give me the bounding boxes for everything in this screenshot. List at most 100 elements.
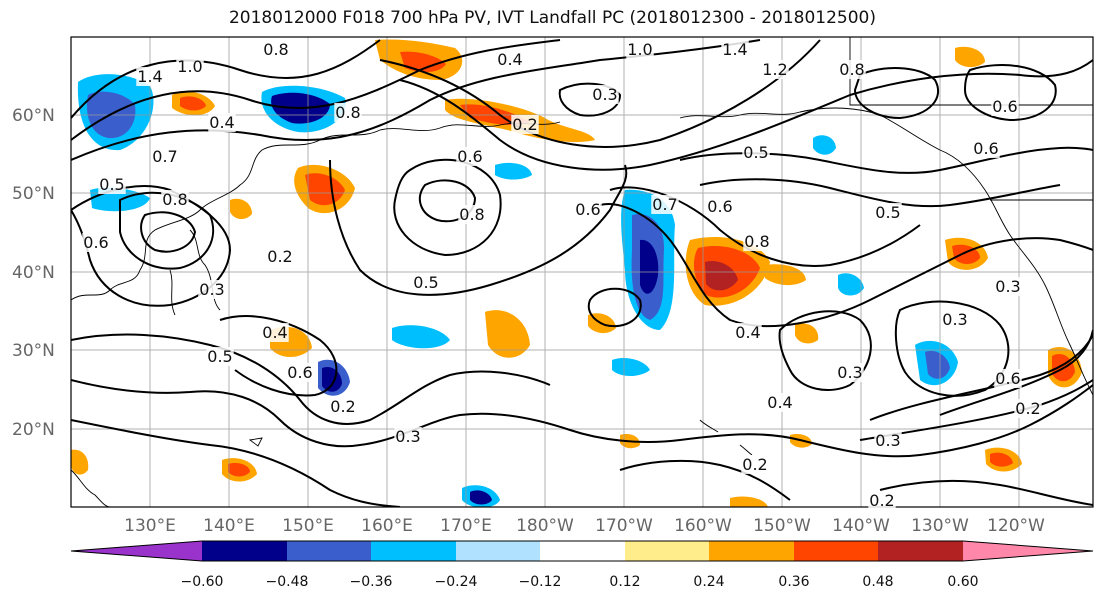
contour-label-halo	[511, 115, 539, 134]
contour-label: 0.2	[1015, 399, 1040, 418]
contour-label-halo	[261, 323, 289, 342]
colorbar-tick-label: −0.60	[181, 574, 224, 590]
latitude-label: 50°N	[12, 184, 55, 204]
contour-label-halo	[874, 431, 902, 450]
contour-label: 0.8	[335, 103, 360, 122]
contour-label: 0.8	[162, 190, 187, 209]
contour-label: 0.2	[869, 491, 894, 510]
contour-label: 0.6	[707, 197, 732, 216]
contour-label: 0.8	[744, 232, 769, 251]
contour-label: 0.5	[413, 273, 438, 292]
contour-label: 0.5	[743, 143, 768, 162]
longitude-label: 130°E	[124, 516, 176, 536]
contour-label: 0.3	[592, 85, 617, 104]
colorbar-extend-low	[71, 541, 202, 561]
contour-label: 1.4	[137, 67, 162, 86]
latitude-label: 20°N	[12, 420, 55, 440]
contour-label-halo	[161, 190, 189, 209]
contour-label-halo	[208, 113, 236, 132]
contour-label: 0.5	[207, 347, 232, 366]
contour-label-halo	[574, 200, 602, 219]
colorbar-tick-label: −0.36	[350, 574, 393, 590]
negative-anomaly-patch	[813, 135, 836, 155]
contour-label-halo	[458, 205, 486, 224]
longitude-label: 130°W	[911, 516, 969, 536]
contour-label: 0.3	[995, 277, 1020, 296]
contour-label-halo	[591, 85, 619, 104]
contour-label-halo	[874, 203, 902, 222]
contour-label: 0.6	[992, 97, 1017, 116]
longitude-label: 150°W	[753, 516, 811, 536]
contour-label-halo	[496, 50, 524, 69]
longitude-label: 140°W	[832, 516, 890, 536]
colorbar-tick-label: 0.36	[778, 574, 809, 590]
contour-label: 0.5	[875, 203, 900, 222]
negative-anomaly-patch	[392, 325, 450, 349]
contour-label-halo	[868, 491, 896, 510]
contour-label: 0.2	[742, 455, 767, 474]
contour-label: 0.3	[199, 280, 224, 299]
contour-label: 0.7	[152, 147, 177, 166]
negative-anomaly-patch	[470, 490, 492, 505]
positive-anomaly-patch	[765, 264, 806, 286]
contour-label: 0.4	[767, 393, 792, 412]
colorbar-segment	[794, 541, 878, 561]
colorbar-segment	[878, 541, 963, 561]
positive-anomaly-patch	[180, 96, 206, 111]
contour-label-halo	[761, 60, 789, 79]
latitude-label: 60°N	[12, 106, 55, 126]
longitude-label: 150°E	[282, 516, 334, 536]
contour-label-layer: 0.8 1.4 1.0 0.4 0.7 0.5 0.6 0.8 0.4 0.8 …	[82, 40, 1042, 510]
contour-label-halo	[136, 67, 164, 86]
positive-anomaly-patch	[990, 452, 1013, 467]
contour-label-halo	[994, 277, 1022, 296]
colorbar-segment	[202, 541, 287, 561]
latitude-label: 30°N	[12, 341, 55, 361]
contour-label-halo	[706, 197, 734, 216]
contour-label: 0.4	[735, 323, 760, 342]
contour-label: 1.4	[722, 40, 747, 59]
contour-label-halo	[626, 40, 654, 59]
contour-label: 0.7	[652, 195, 677, 214]
colorbar-extend-high	[963, 541, 1093, 561]
contour-label: 0.3	[942, 310, 967, 329]
positive-anomaly-patch	[230, 198, 252, 220]
contour-label-halo	[456, 147, 484, 166]
positive-anomaly-patch	[305, 173, 345, 206]
contour-label-halo	[836, 363, 864, 382]
negative-anomaly-patch	[612, 358, 650, 376]
positive-anomaly-patch	[228, 462, 250, 477]
contour-label-halo	[741, 455, 769, 474]
contour-label-halo	[176, 57, 204, 76]
colorbar: −0.60 −0.48 −0.36 −0.24 −0.12 0.12 0.24 …	[70, 540, 1094, 590]
contour-label-halo	[991, 97, 1019, 116]
contour-label: 0.6	[995, 369, 1020, 388]
contour-label-halo	[286, 363, 314, 382]
pv-contours	[71, 39, 1093, 507]
contour-label-halo	[412, 273, 440, 292]
positive-anomaly-patch	[705, 260, 738, 291]
colorbar-tick-label: 0.48	[862, 574, 893, 590]
latitude-label: 40°N	[12, 263, 55, 283]
longitude-label: 160°E	[361, 516, 413, 536]
contour-label-halo	[1014, 399, 1042, 418]
negative-anomaly-patch	[640, 239, 659, 294]
contour-label-halo	[972, 139, 1000, 158]
contour-label-halo	[651, 195, 679, 214]
longitude-axis: 130°E 140°E 150°E 160°E 170°E 180°W 170°…	[124, 516, 1045, 536]
negative-anomaly-patch	[838, 273, 864, 296]
colorbar-tick-label: 0.12	[609, 574, 640, 590]
contour-label-halo	[742, 143, 770, 162]
contour-label-halo	[394, 427, 422, 446]
map-frame	[70, 36, 1094, 508]
contour-label-halo	[151, 147, 179, 166]
contour-label: 1.0	[177, 57, 202, 76]
longitude-label: 160°W	[674, 516, 732, 536]
contour-label: 0.8	[839, 60, 864, 79]
contour-label: 0.8	[459, 205, 484, 224]
contour-label: 1.2	[762, 60, 787, 79]
contour-label: 0.2	[330, 397, 355, 416]
contour-label: 0.6	[575, 200, 600, 219]
longitude-label: 170°W	[595, 516, 653, 536]
